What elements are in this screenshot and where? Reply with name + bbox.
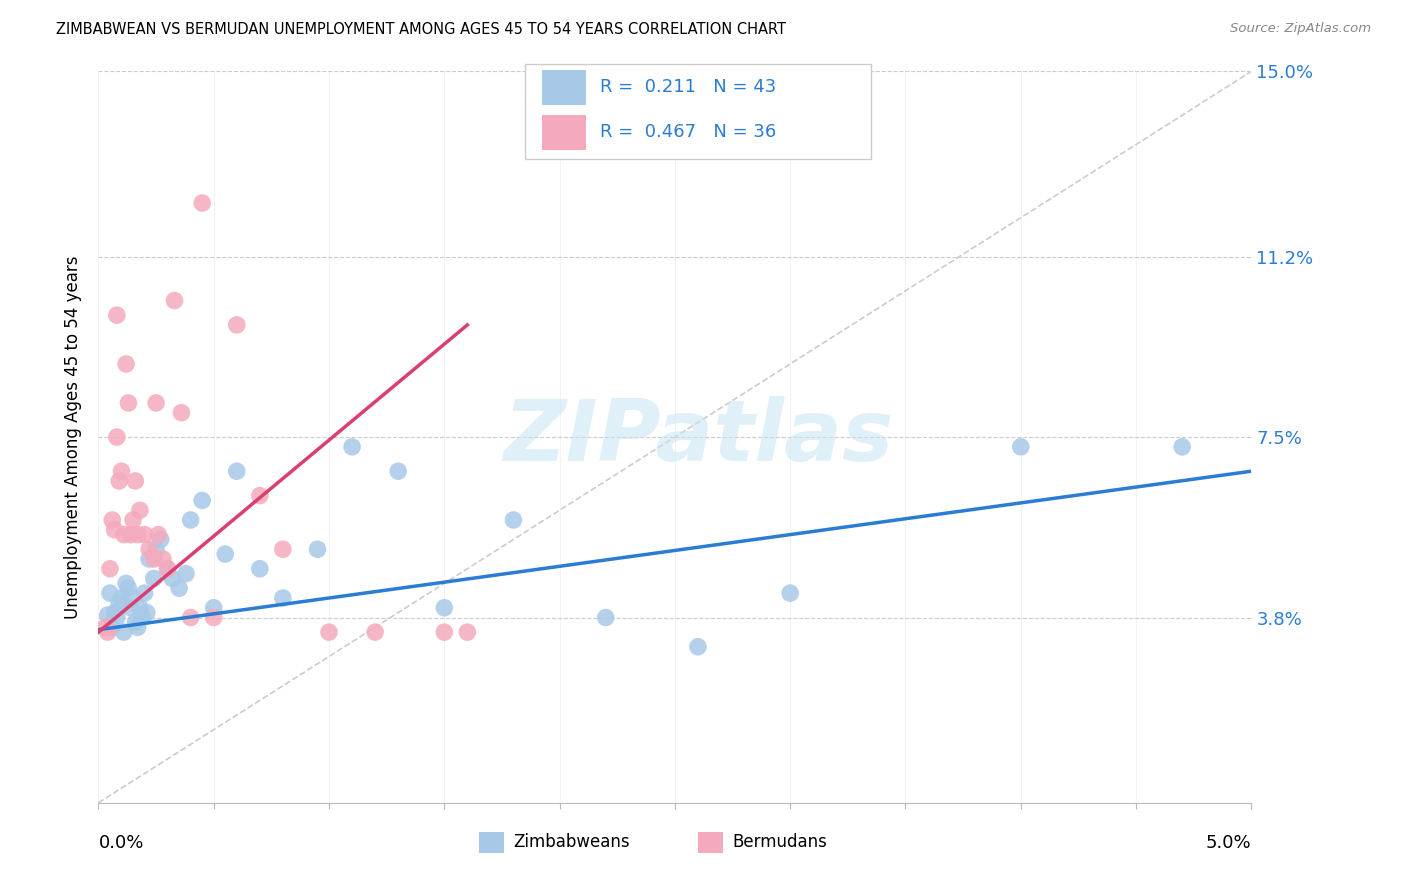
Text: Source: ZipAtlas.com: Source: ZipAtlas.com xyxy=(1230,22,1371,36)
Point xyxy=(110,464,132,478)
Point xyxy=(120,527,142,541)
Point xyxy=(131,610,153,624)
Point xyxy=(129,600,152,615)
Point xyxy=(105,308,128,322)
Point xyxy=(214,547,236,561)
Point xyxy=(433,600,456,615)
Point xyxy=(103,523,125,537)
Point xyxy=(595,610,617,624)
Bar xyxy=(543,114,586,150)
Point xyxy=(148,527,170,541)
Point xyxy=(145,396,167,410)
Point xyxy=(502,513,524,527)
Text: ZIMBABWEAN VS BERMUDAN UNEMPLOYMENT AMONG AGES 45 TO 54 YEARS CORRELATION CHART: ZIMBABWEAN VS BERMUDAN UNEMPLOYMENT AMON… xyxy=(56,22,786,37)
Point xyxy=(108,596,131,610)
Point xyxy=(129,503,152,517)
Point xyxy=(191,196,214,211)
Point xyxy=(122,513,145,527)
Point xyxy=(127,527,149,541)
Point xyxy=(149,533,172,547)
Point xyxy=(134,527,156,541)
Point xyxy=(180,513,202,527)
Point xyxy=(117,396,139,410)
Point xyxy=(225,318,247,332)
Point xyxy=(120,600,142,615)
Point xyxy=(112,527,135,541)
Point xyxy=(225,464,247,478)
Point xyxy=(202,600,225,615)
Point xyxy=(271,591,294,605)
Point xyxy=(135,606,157,620)
Point xyxy=(156,562,179,576)
Point xyxy=(160,572,183,586)
Point xyxy=(1171,440,1194,454)
Text: R =  0.211   N = 43: R = 0.211 N = 43 xyxy=(600,78,776,96)
Point xyxy=(105,610,128,624)
Point xyxy=(101,513,124,527)
Point xyxy=(191,493,214,508)
Point xyxy=(163,293,186,308)
Point xyxy=(110,591,132,605)
Point xyxy=(156,562,179,576)
Point xyxy=(271,542,294,557)
Point xyxy=(174,566,197,581)
Point xyxy=(127,620,149,634)
FancyBboxPatch shape xyxy=(524,64,870,159)
Point xyxy=(307,542,329,557)
Text: 0.0%: 0.0% xyxy=(98,835,143,853)
Point xyxy=(103,606,125,620)
Point xyxy=(202,610,225,624)
Point xyxy=(340,440,363,454)
Point xyxy=(101,620,124,634)
Y-axis label: Unemployment Among Ages 45 to 54 years: Unemployment Among Ages 45 to 54 years xyxy=(63,255,82,619)
Point xyxy=(98,586,121,600)
Point xyxy=(122,591,145,605)
Point xyxy=(249,562,271,576)
Point xyxy=(145,542,167,557)
Point xyxy=(433,625,456,640)
Point xyxy=(124,615,146,630)
Point xyxy=(97,625,120,640)
Point xyxy=(180,610,202,624)
Point xyxy=(97,608,120,623)
Point xyxy=(138,542,160,557)
Point xyxy=(138,552,160,566)
Bar xyxy=(543,70,586,105)
Point xyxy=(105,430,128,444)
Point xyxy=(142,572,165,586)
Bar xyxy=(479,832,505,853)
Point xyxy=(115,576,138,591)
Point xyxy=(167,581,190,595)
Point xyxy=(318,625,340,640)
Point xyxy=(112,625,135,640)
Point xyxy=(387,464,409,478)
Point xyxy=(170,406,193,420)
Point xyxy=(249,489,271,503)
Point xyxy=(94,620,117,634)
Point xyxy=(686,640,709,654)
Point xyxy=(134,586,156,600)
Text: 5.0%: 5.0% xyxy=(1206,835,1251,853)
Point xyxy=(779,586,801,600)
Point xyxy=(456,625,478,640)
Point xyxy=(115,357,138,371)
Point xyxy=(1010,440,1032,454)
Point xyxy=(142,552,165,566)
Point xyxy=(108,474,131,488)
Text: Bermudans: Bermudans xyxy=(733,833,827,851)
Text: Zimbabweans: Zimbabweans xyxy=(513,833,630,851)
Point xyxy=(124,474,146,488)
Bar xyxy=(697,832,723,853)
Text: ZIPatlas: ZIPatlas xyxy=(503,395,893,479)
Point xyxy=(152,552,174,566)
Point xyxy=(98,562,121,576)
Point xyxy=(364,625,387,640)
Text: R =  0.467   N = 36: R = 0.467 N = 36 xyxy=(600,123,776,141)
Point xyxy=(117,581,139,595)
